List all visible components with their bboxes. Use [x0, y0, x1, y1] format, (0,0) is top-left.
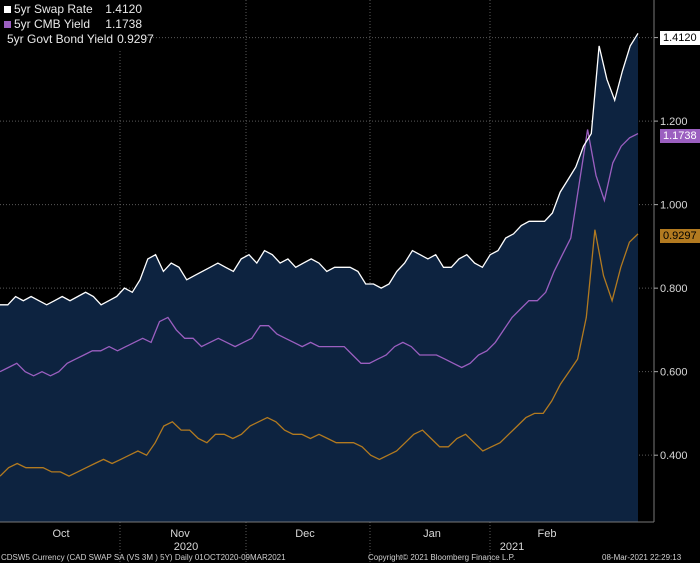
x-tick-label: Nov: [170, 528, 190, 540]
y-tick-label: 1.200: [660, 116, 688, 128]
legend-value: 0.9297: [117, 32, 154, 46]
y-tick-label: 0.400: [660, 450, 688, 462]
swap-rate-area: [0, 33, 638, 523]
value-tag-govt: 0.9297: [660, 229, 700, 243]
series-line-5yr-swap-rate: [0, 33, 639, 306]
x-ticks: Oct Nov Dec Jan Feb 2020 2021: [52, 528, 556, 553]
legend-item-govt: 5yr Govt Bond Yield 0.9297: [4, 32, 154, 47]
legend-label: 5yr CMB Yield: [14, 17, 91, 31]
x-tick-label: Oct: [52, 528, 69, 540]
x-year-label: 2021: [500, 541, 524, 553]
value-tag-swap: 1.4120: [660, 31, 700, 45]
series-line-5yr-govt-bond-yield: [0, 229, 639, 477]
series-line-5yr-cmb-yield: [0, 129, 639, 377]
legend-value: 1.1738: [105, 17, 142, 31]
y-tick-label: 0.800: [660, 283, 688, 295]
x-year-label: 2020: [174, 541, 198, 553]
footer-left: CDSW5 Currency (CAD SWAP SA (VS 3M ) 5Y)…: [1, 553, 286, 562]
legend-label: 5yr Govt Bond Yield: [7, 32, 114, 46]
series-lines: [0, 33, 639, 477]
legend-item-swap: 5yr Swap Rate 1.4120: [4, 2, 142, 17]
x-tick-label: Dec: [295, 528, 315, 540]
footer-right: 08-Mar-2021 22:29:13: [602, 553, 682, 562]
y-tick-label: 1.000: [660, 200, 688, 212]
legend-swatch-cmb: [4, 21, 11, 28]
legend-swatch-swap: [4, 6, 11, 13]
footer-center: Copyright© 2021 Bloomberg Finance L.P.: [368, 553, 516, 562]
x-tick-label: Jan: [423, 528, 441, 540]
value-tag-cmb: 1.1738: [660, 129, 700, 143]
legend-label: 5yr Swap Rate: [14, 2, 93, 16]
legend: 5yr Swap Rate 1.4120 5yr CMB Yield 1.173…: [0, 0, 154, 49]
swap-rate-fill: [0, 33, 638, 523]
legend-value: 1.4120: [105, 2, 142, 16]
legend-item-cmb: 5yr CMB Yield 1.1738: [4, 17, 142, 32]
x-tick-label: Feb: [538, 528, 557, 540]
y-tick-label: 0.600: [660, 367, 688, 379]
